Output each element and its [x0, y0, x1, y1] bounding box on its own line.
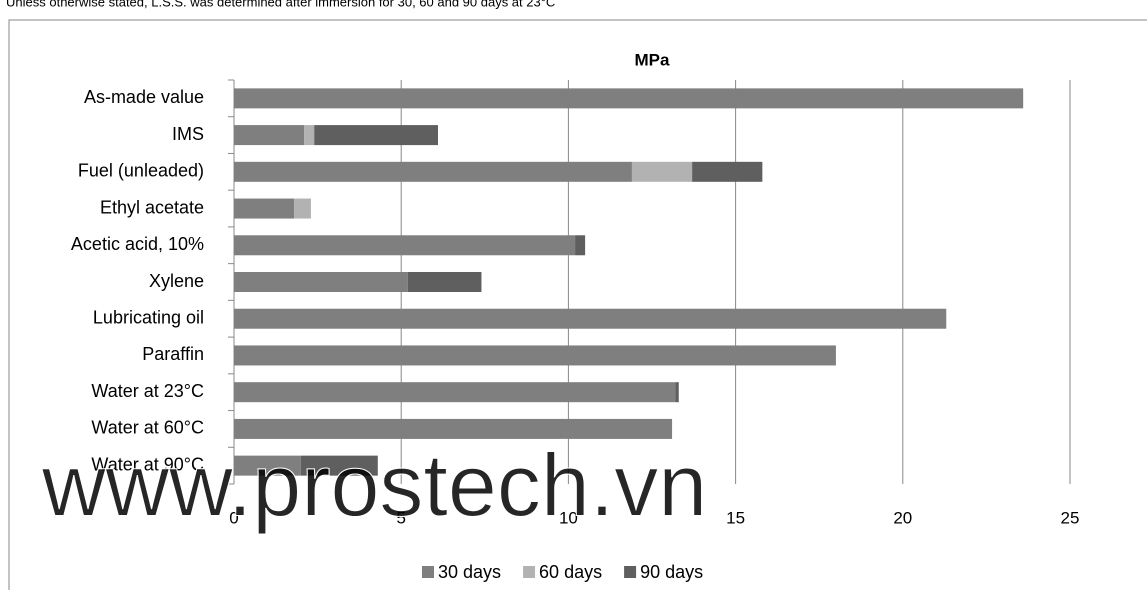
- chart-frame: [8, 19, 1147, 590]
- legend-label: 90 days: [640, 562, 703, 582]
- legend-swatch: [624, 566, 637, 578]
- x-tick-label: 15: [726, 508, 745, 527]
- bar-segment: [675, 382, 679, 403]
- bar-segment: [234, 308, 947, 329]
- bar-segment: [234, 88, 1024, 109]
- legend-label: 60 days: [539, 562, 602, 582]
- bar-segment: [234, 272, 408, 292]
- watermark: www.prostech.vn: [41, 435, 707, 534]
- legend-label: 30 days: [438, 562, 501, 582]
- note: Unless otherwise stated, L.S.S. was dete…: [6, 0, 555, 9]
- y-tick-label: Acetic acid, 10%: [71, 234, 204, 254]
- x-tick-label: 0: [229, 508, 238, 527]
- y-tick-label: Fuel (unleaded): [78, 161, 204, 181]
- y-tick-label: IMS: [172, 124, 204, 144]
- legend-swatch: [422, 566, 434, 578]
- x-tick-label: 20: [893, 508, 912, 527]
- x-tick-label: 5: [396, 508, 405, 527]
- bar-segment: [234, 345, 836, 366]
- bar-segment: [294, 198, 311, 219]
- bar-segment: [234, 125, 305, 146]
- y-tick-label: Water at 23°C: [91, 381, 204, 401]
- y-tick-label: Water at 90°C: [91, 454, 204, 474]
- bar-segment: [234, 418, 673, 439]
- bar-segment: [300, 455, 378, 476]
- bar-segment: [304, 125, 315, 146]
- bar-segment: [692, 161, 763, 182]
- bar-segment: [234, 198, 295, 219]
- y-tick-label: Water at 60°C: [91, 418, 204, 438]
- bar-segment: [407, 272, 482, 292]
- x-tick-label: 25: [1061, 508, 1080, 527]
- bar-segment: [234, 455, 301, 476]
- bar-segment: [631, 161, 693, 182]
- bar-segment: [314, 125, 438, 146]
- y-tick-label: Lubricating oil: [93, 307, 204, 327]
- y-tick-label: Xylene: [149, 271, 204, 291]
- legend-swatch: [523, 566, 536, 578]
- bar-segment: [234, 235, 576, 256]
- bar-segment: [234, 161, 632, 182]
- y-tick-label: As-made value: [84, 87, 204, 107]
- y-tick-label: Paraffin: [142, 344, 204, 364]
- x-tick-label: 10: [559, 508, 578, 527]
- bar-segment: [234, 382, 676, 403]
- chart-title: MPa: [635, 50, 671, 69]
- bar-segment: [575, 235, 586, 256]
- y-tick-label: Ethyl acetate: [100, 197, 204, 217]
